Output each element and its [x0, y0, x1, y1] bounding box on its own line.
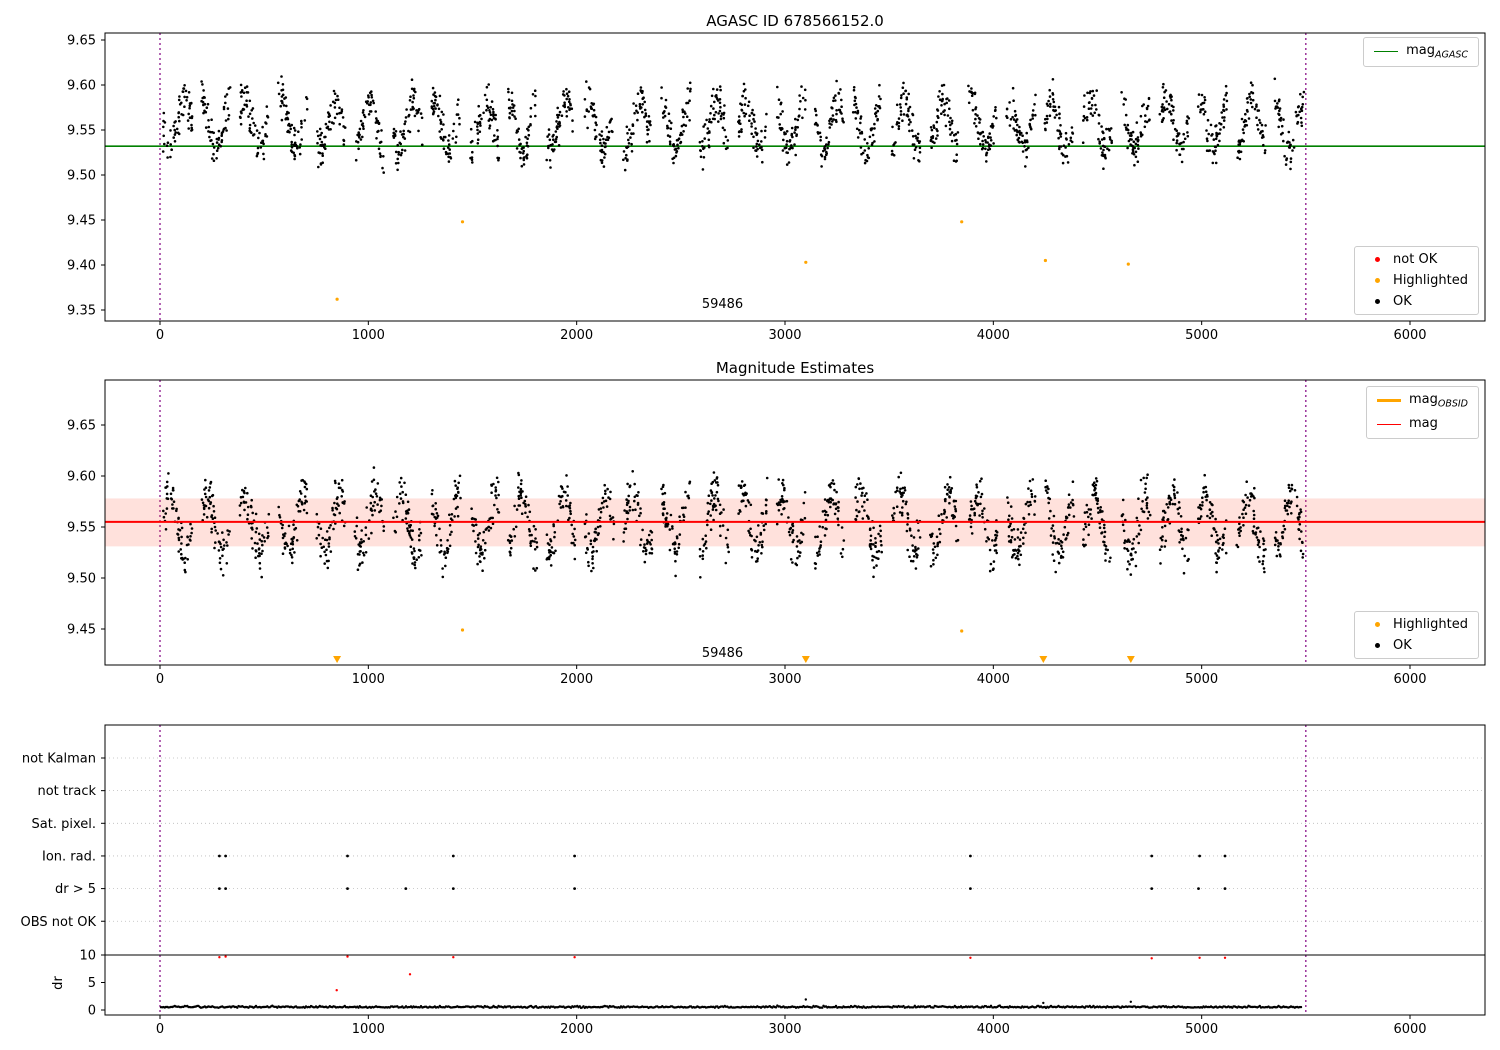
svg-text:9.35: 9.35	[67, 304, 96, 319]
svg-text:dr: dr	[51, 976, 66, 990]
svg-text:59486: 59486	[702, 646, 743, 661]
svg-text:0: 0	[156, 1022, 164, 1037]
svg-text:3000: 3000	[768, 328, 801, 343]
orange-dot-swatch	[1375, 278, 1381, 283]
legend-label: mag	[1408, 415, 1438, 431]
legend-row: Highlighted	[1365, 273, 1468, 288]
legend-row: mag	[1376, 415, 1468, 434]
svg-text:9.60: 9.60	[67, 79, 96, 94]
legend-row: not OK	[1365, 252, 1468, 267]
svg-text:9.55: 9.55	[67, 521, 96, 536]
svg-text:6000: 6000	[1393, 1022, 1426, 1037]
legend-row: magOBSID	[1376, 392, 1468, 410]
red-line-swatch	[1376, 423, 1401, 425]
black-dot-swatch	[1375, 643, 1381, 648]
svg-text:Sat. pixel.: Sat. pixel.	[32, 817, 96, 832]
svg-text:0: 0	[156, 328, 164, 343]
svg-text:dr > 5: dr > 5	[55, 882, 96, 897]
legend-label: Highlighted	[1393, 273, 1468, 288]
orange-dot-swatch	[1375, 622, 1381, 627]
svg-text:9.65: 9.65	[67, 34, 96, 49]
svg-text:10: 10	[79, 949, 96, 964]
svg-text:9.65: 9.65	[67, 419, 96, 434]
legend-row: Highlighted	[1365, 617, 1468, 632]
svg-text:5000: 5000	[1185, 1022, 1218, 1037]
svg-text:not track: not track	[37, 784, 96, 799]
legend-label: not OK	[1393, 252, 1438, 267]
svg-text:6000: 6000	[1393, 328, 1426, 343]
svg-text:3000: 3000	[768, 1022, 801, 1037]
orange-line-swatch	[1376, 399, 1401, 403]
legend-top-markers: not OK Highlighted OK	[1354, 246, 1479, 315]
legend-label: magAGASC	[1406, 43, 1468, 61]
legend-mid-markers: Highlighted OK	[1354, 611, 1479, 659]
legend-mag-lines: magOBSID mag	[1365, 386, 1479, 440]
svg-text:9.45: 9.45	[67, 623, 96, 638]
svg-text:1000: 1000	[352, 1022, 385, 1037]
svg-text:not Kalman: not Kalman	[22, 752, 96, 767]
svg-text:2000: 2000	[560, 328, 593, 343]
svg-text:1000: 1000	[352, 672, 385, 687]
svg-text:9.50: 9.50	[67, 572, 96, 587]
svg-text:Ion. rad.: Ion. rad.	[42, 849, 96, 864]
legend-row: OK	[1365, 638, 1468, 653]
middle-plot-title: Magnitude Estimates	[715, 359, 875, 377]
svg-text:0: 0	[88, 1004, 96, 1019]
legend-label: OK	[1393, 294, 1412, 309]
svg-text:9.60: 9.60	[67, 470, 96, 485]
legend-label: magOBSID	[1408, 392, 1468, 410]
svg-text:1000: 1000	[352, 328, 385, 343]
legend-label: Highlighted	[1393, 617, 1468, 632]
svg-text:9.50: 9.50	[67, 169, 96, 184]
red-dot-swatch	[1375, 257, 1381, 262]
legend-label: OK	[1393, 638, 1412, 653]
svg-text:9.55: 9.55	[67, 124, 96, 139]
svg-text:9.40: 9.40	[67, 259, 96, 274]
legend-row: magAGASC	[1374, 43, 1468, 61]
svg-text:5000: 5000	[1185, 672, 1218, 687]
svg-text:5: 5	[88, 976, 96, 991]
svg-text:0: 0	[156, 672, 164, 687]
svg-text:2000: 2000	[560, 672, 593, 687]
svg-text:4000: 4000	[977, 328, 1010, 343]
top-plot-title: AGASC ID 678566152.0	[706, 12, 884, 30]
svg-text:4000: 4000	[977, 672, 1010, 687]
legend-row: OK	[1365, 294, 1468, 309]
svg-text:3000: 3000	[768, 672, 801, 687]
svg-text:2000: 2000	[560, 1022, 593, 1037]
svg-text:5000: 5000	[1185, 328, 1218, 343]
green-line-swatch	[1374, 51, 1399, 53]
svg-text:6000: 6000	[1393, 672, 1426, 687]
svg-text:4000: 4000	[977, 1022, 1010, 1037]
legend-mag-agasc: magAGASC	[1363, 37, 1479, 67]
black-dot-swatch	[1375, 299, 1381, 304]
svg-text:59486: 59486	[702, 297, 743, 312]
svg-text:OBS not OK: OBS not OK	[21, 915, 97, 930]
svg-text:9.45: 9.45	[67, 214, 96, 229]
